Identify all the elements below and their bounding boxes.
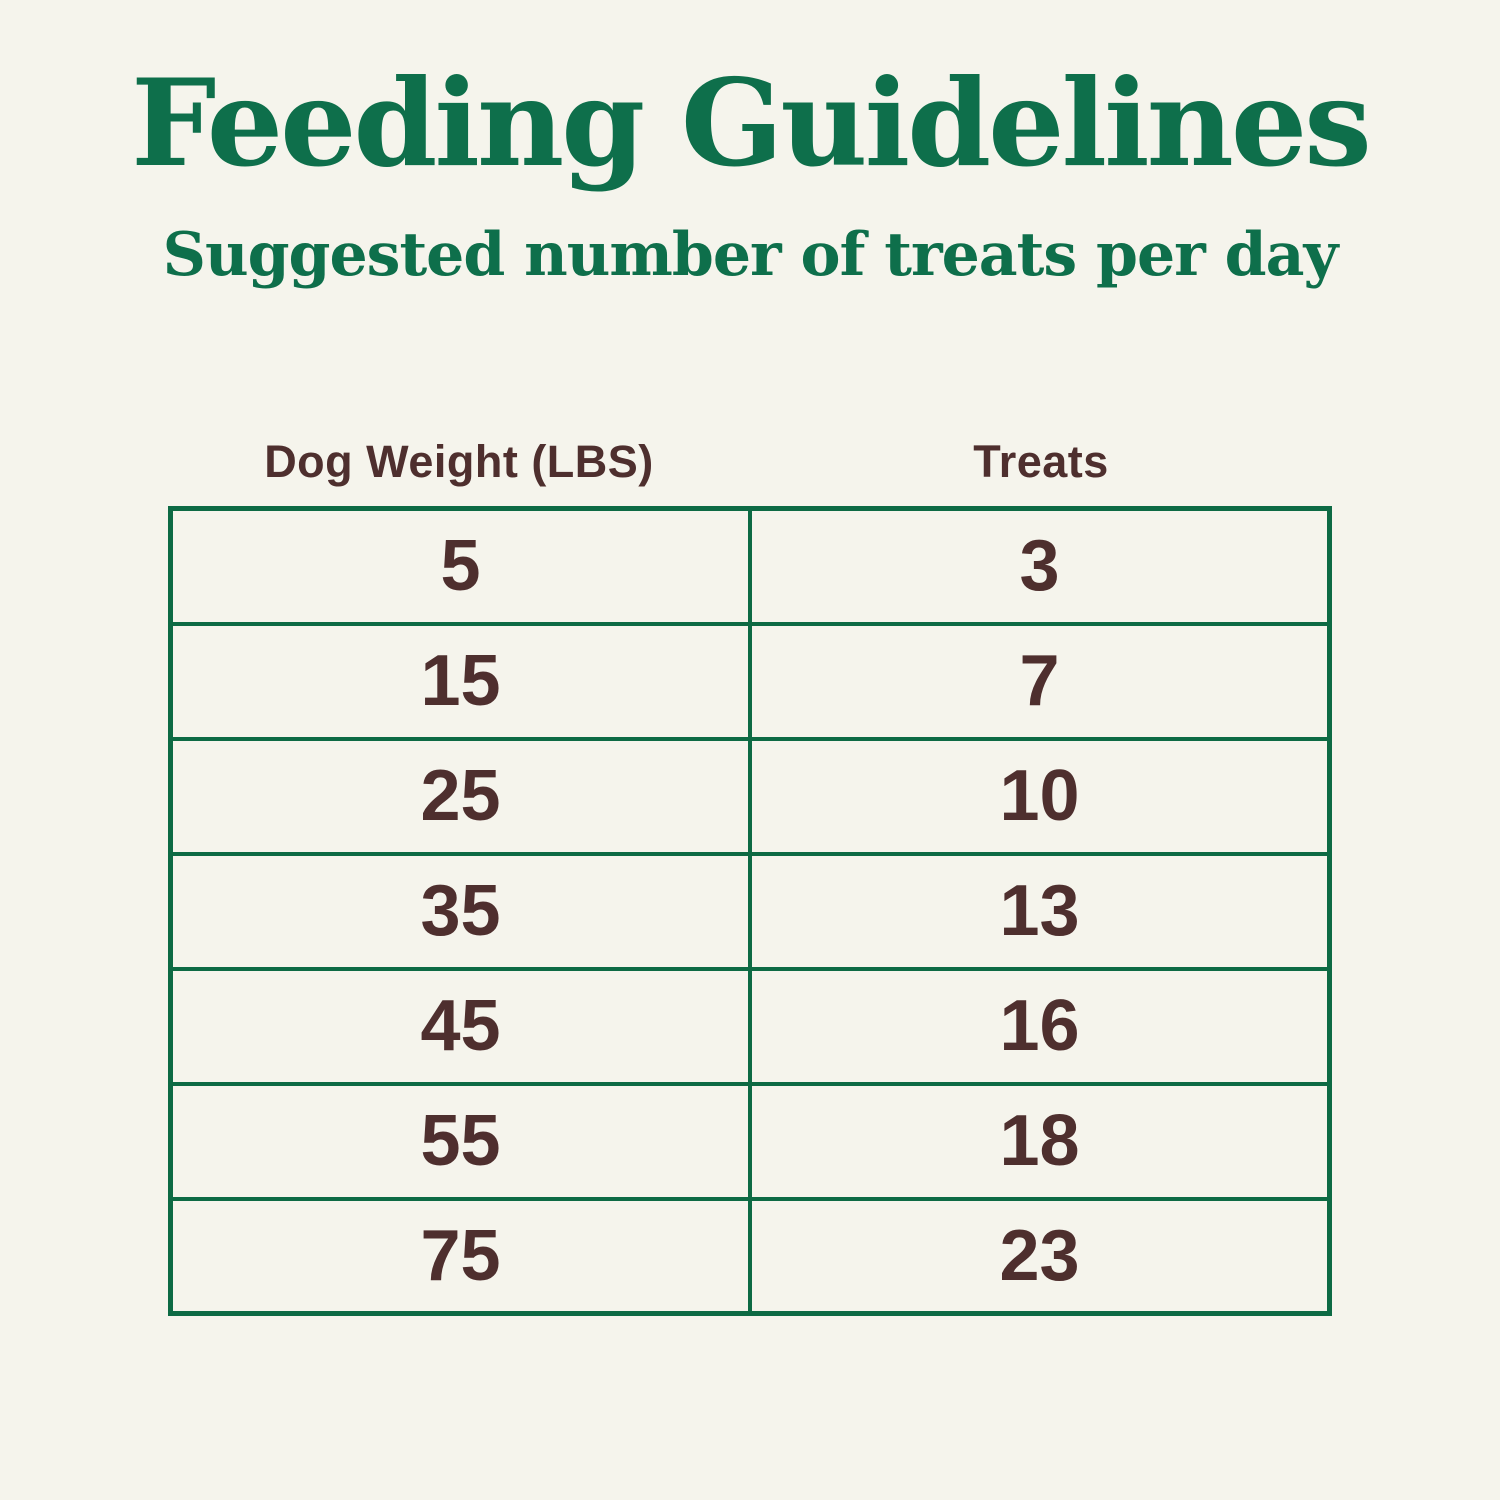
page-subtitle: Suggested number of treats per day [162, 220, 1339, 290]
table-column-headers: Dog Weight (LBS) Treats [168, 436, 1332, 488]
table-row: 15 7 [168, 621, 1332, 741]
treats-cell: 18 [748, 1081, 1332, 1201]
treats-cell: 7 [748, 621, 1332, 741]
weight-cell: 15 [168, 621, 752, 741]
table-row: 75 23 [168, 1196, 1332, 1316]
table-row: 5 3 [168, 506, 1332, 626]
treats-cell: 16 [748, 966, 1332, 1086]
weight-cell: 5 [168, 506, 752, 626]
weight-cell: 25 [168, 736, 752, 856]
weight-cell: 55 [168, 1081, 752, 1201]
feeding-table-section: Dog Weight (LBS) Treats 5 3 15 7 25 10 3… [168, 436, 1332, 1316]
column-header-dog-weight: Dog Weight (LBS) [264, 436, 654, 487]
treats-cell: 10 [748, 736, 1332, 856]
weight-cell: 75 [168, 1196, 752, 1316]
table-row: 25 10 [168, 736, 1332, 856]
weight-cell: 45 [168, 966, 752, 1086]
treats-cell: 3 [748, 506, 1332, 626]
column-header-treats: Treats [973, 436, 1109, 487]
treats-cell: 13 [748, 851, 1332, 971]
page-title: Feeding Guidelines [131, 53, 1372, 194]
table-row: 45 16 [168, 966, 1332, 1086]
treats-cell: 23 [748, 1196, 1332, 1316]
weight-cell: 35 [168, 851, 752, 971]
table-row: 55 18 [168, 1081, 1332, 1201]
table-row: 35 13 [168, 851, 1332, 971]
feeding-table: 5 3 15 7 25 10 35 13 45 16 [168, 506, 1332, 1316]
